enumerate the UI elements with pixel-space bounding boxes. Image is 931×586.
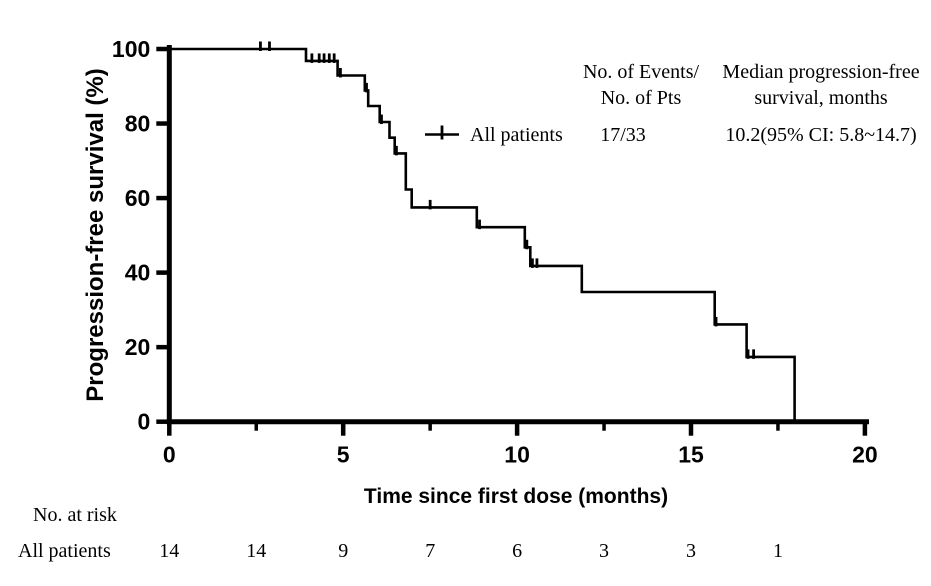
y-tick-label: 60 [125,185,151,211]
axis-tick-labels: 0 20 40 60 80 100 0 5 10 15 20 [112,36,878,468]
x-tick-label: 0 [163,442,176,468]
median-survival-value: 10.2(95% CI: 5.8~14.7) [725,124,916,146]
risk-value: 3 [599,540,609,562]
x-tick-label: 20 [852,442,878,468]
events-value: 17/33 [600,124,646,146]
y-tick-label: 80 [125,111,151,137]
censor-marks [259,41,756,359]
risk-value: 14 [246,540,266,562]
axes [166,45,869,425]
x-axis-title: Time since first dose (months) [364,485,668,508]
risk-table-row-label: All patients [18,540,111,562]
events-column-header-line2: No. of Pts [601,87,682,109]
median-column-header-line1: Median progression-free [722,61,919,83]
y-tick-label: 20 [125,334,151,360]
risk-value: 14 [159,540,179,562]
km-step-path [169,47,796,422]
risk-value: 9 [338,540,348,562]
x-tick-label: 15 [678,442,704,468]
risk-table-title: No. at risk [33,504,117,526]
y-tick-label: 0 [138,409,151,435]
risk-value: 1 [773,540,783,562]
risk-table-values: 14 14 9 7 6 3 3 1 [159,540,783,562]
events-column-header-line1: No. of Events/ [583,61,700,83]
legend-key-icon [425,125,459,140]
x-tick-label: 10 [504,442,530,468]
legend-series-label: All patients [470,124,563,146]
survival-curve [169,47,796,422]
y-tick-label: 100 [112,36,150,62]
axis-ticks [156,46,868,436]
risk-value: 6 [512,540,522,562]
risk-value: 7 [425,540,435,562]
median-column-header-line2: survival, months [754,87,888,109]
y-tick-label: 40 [125,260,151,286]
x-tick-label: 5 [337,442,350,468]
y-axis-title: Progression-free survival (%) [82,68,109,401]
risk-value: 3 [686,540,696,562]
